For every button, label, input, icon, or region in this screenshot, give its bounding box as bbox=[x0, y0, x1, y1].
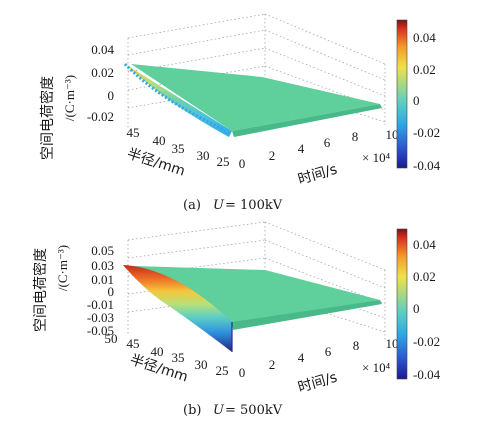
r-tick-a-0: 45 bbox=[127, 125, 140, 140]
cb-tick-a-1: 0.02 bbox=[413, 62, 436, 77]
t-tick-b-5: 10 bbox=[386, 336, 399, 351]
caption-b: (b) U = 500kV bbox=[183, 403, 283, 418]
panel-b-colorbar: 0.04 0.02 0 -0.02 -0.04 bbox=[396, 228, 441, 382]
caption-b-prefix: (b) bbox=[183, 403, 201, 418]
panel-b-zticks: 0.05 0.03 0.01 0 -0.01 -0.03 -0.05 bbox=[87, 243, 114, 338]
r-tick-b-2: 40 bbox=[151, 344, 164, 359]
z-tick-a-1: 0.02 bbox=[91, 65, 114, 80]
z-tick-b-5: -0.03 bbox=[87, 310, 114, 325]
panel-a: 空间电荷密度 /(C·m⁻³) 0.04 bbox=[39, 13, 441, 213]
surface-a-front-edge bbox=[123, 62, 226, 132]
cb-tick-b-0: 0.04 bbox=[413, 237, 436, 252]
r-tick-b-3: 35 bbox=[172, 350, 185, 365]
caption-a-prefix: (a) bbox=[183, 198, 201, 213]
ylabel-b: 时间/s bbox=[296, 370, 339, 396]
caption-b-value: = 500kV bbox=[225, 403, 283, 418]
z-tick-b-4: -0.01 bbox=[87, 297, 114, 312]
surface-a-slope bbox=[125, 64, 232, 137]
cb-tick-b-2: 0 bbox=[413, 301, 420, 316]
cb-tick-b-3: -0.02 bbox=[413, 334, 440, 349]
panel-b: 空间电荷密度 /(C·m⁻³) 0.05 0.03 bbox=[32, 221, 441, 418]
t-tick-b-4: 8 bbox=[353, 338, 360, 353]
z-tick-b-1: 0.03 bbox=[91, 258, 114, 273]
z-tick-b-0: 0.05 bbox=[91, 243, 114, 258]
cb-tick-b-1: 0.02 bbox=[413, 269, 436, 284]
ylabel-a: 时间/s bbox=[296, 162, 339, 188]
cb-tick-a-4: -0.04 bbox=[413, 158, 441, 173]
zlabel-unit-b: /(C·m⁻³) bbox=[55, 245, 70, 291]
r-tick-a-4: 25 bbox=[217, 154, 230, 169]
z-tick-a-0: 0.04 bbox=[91, 42, 114, 57]
r-tick-b-4: 30 bbox=[195, 357, 208, 372]
caption-a: (a) U = 100kV bbox=[183, 198, 283, 213]
caption-a-var: U bbox=[213, 198, 225, 213]
z-tick-a-3: -0.02 bbox=[87, 109, 114, 124]
z-tick-b-2: 0.01 bbox=[91, 272, 114, 287]
z-tick-b-6: -0.05 bbox=[87, 323, 114, 338]
t-tick-b-1: 2 bbox=[269, 357, 276, 372]
panel-b-zlabel: 空间电荷密度 /(C·m⁻³) bbox=[32, 245, 70, 332]
panel-b-tticks: 0 2 4 6 8 10 bbox=[239, 336, 399, 380]
z-tick-a-2: 0 bbox=[108, 88, 115, 103]
t-tick-b-3: 6 bbox=[325, 344, 332, 359]
zlabel-a: 空间电荷密度 bbox=[39, 76, 56, 160]
panel-a-colorbar: 0.04 0.02 0 -0.02 -0.04 bbox=[396, 19, 441, 173]
cb-tick-b-4: -0.04 bbox=[413, 367, 441, 382]
t-tick-b-2: 4 bbox=[298, 350, 305, 365]
panel-a-zticks: 0.04 0.02 0 -0.02 bbox=[87, 42, 115, 124]
zlabel-b: 空间电荷密度 bbox=[32, 248, 49, 332]
cb-tick-a-3: -0.02 bbox=[413, 125, 440, 140]
panel-a-surface bbox=[123, 62, 382, 137]
caption-a-value: = 100kV bbox=[225, 198, 283, 213]
r-tick-a-1: 40 bbox=[153, 133, 166, 148]
panel-a-tticks: 0 2 4 6 8 10 bbox=[239, 127, 399, 171]
t-tick-a-2: 4 bbox=[298, 141, 305, 156]
r-tick-a-3: 30 bbox=[197, 148, 210, 163]
panel-b-rticks: 50 45 40 35 30 25 bbox=[105, 331, 229, 378]
t-tick-a-1: 2 bbox=[269, 148, 276, 163]
panel-a-grid bbox=[127, 13, 386, 128]
r-tick-b-5: 25 bbox=[216, 363, 229, 378]
cb-tick-a-0: 0.04 bbox=[413, 30, 436, 45]
panel-b-surface bbox=[123, 265, 382, 352]
t-tick-a-4: 8 bbox=[352, 129, 359, 144]
colorbar-b bbox=[396, 228, 408, 380]
surface-b-slope bbox=[123, 265, 232, 352]
t-tick-a-0: 0 bbox=[239, 156, 246, 171]
z-tick-b-3: 0 bbox=[108, 284, 115, 299]
panel-a-rticks: 45 40 35 30 25 bbox=[127, 125, 230, 169]
t-tick-a-5: 10 bbox=[386, 127, 399, 142]
r-tick-a-2: 35 bbox=[172, 141, 185, 156]
r-tick-b-1: 45 bbox=[127, 336, 140, 351]
y-multiplier-a: × 10⁴ bbox=[362, 150, 391, 165]
cb-tick-a-2: 0 bbox=[413, 93, 420, 108]
zlabel-unit-a: /(C·m⁻³) bbox=[62, 75, 77, 121]
t-tick-a-3: 6 bbox=[324, 135, 331, 150]
t-tick-b-0: 0 bbox=[239, 365, 246, 380]
colorbar-a bbox=[396, 19, 408, 169]
panel-a-zlabel: 空间电荷密度 /(C·m⁻³) bbox=[39, 75, 77, 160]
caption-b-var: U bbox=[213, 403, 225, 418]
y-multiplier-b: × 10⁴ bbox=[362, 360, 391, 375]
r-tick-b-0: 50 bbox=[105, 331, 118, 346]
surface-a-flat bbox=[131, 64, 380, 131]
